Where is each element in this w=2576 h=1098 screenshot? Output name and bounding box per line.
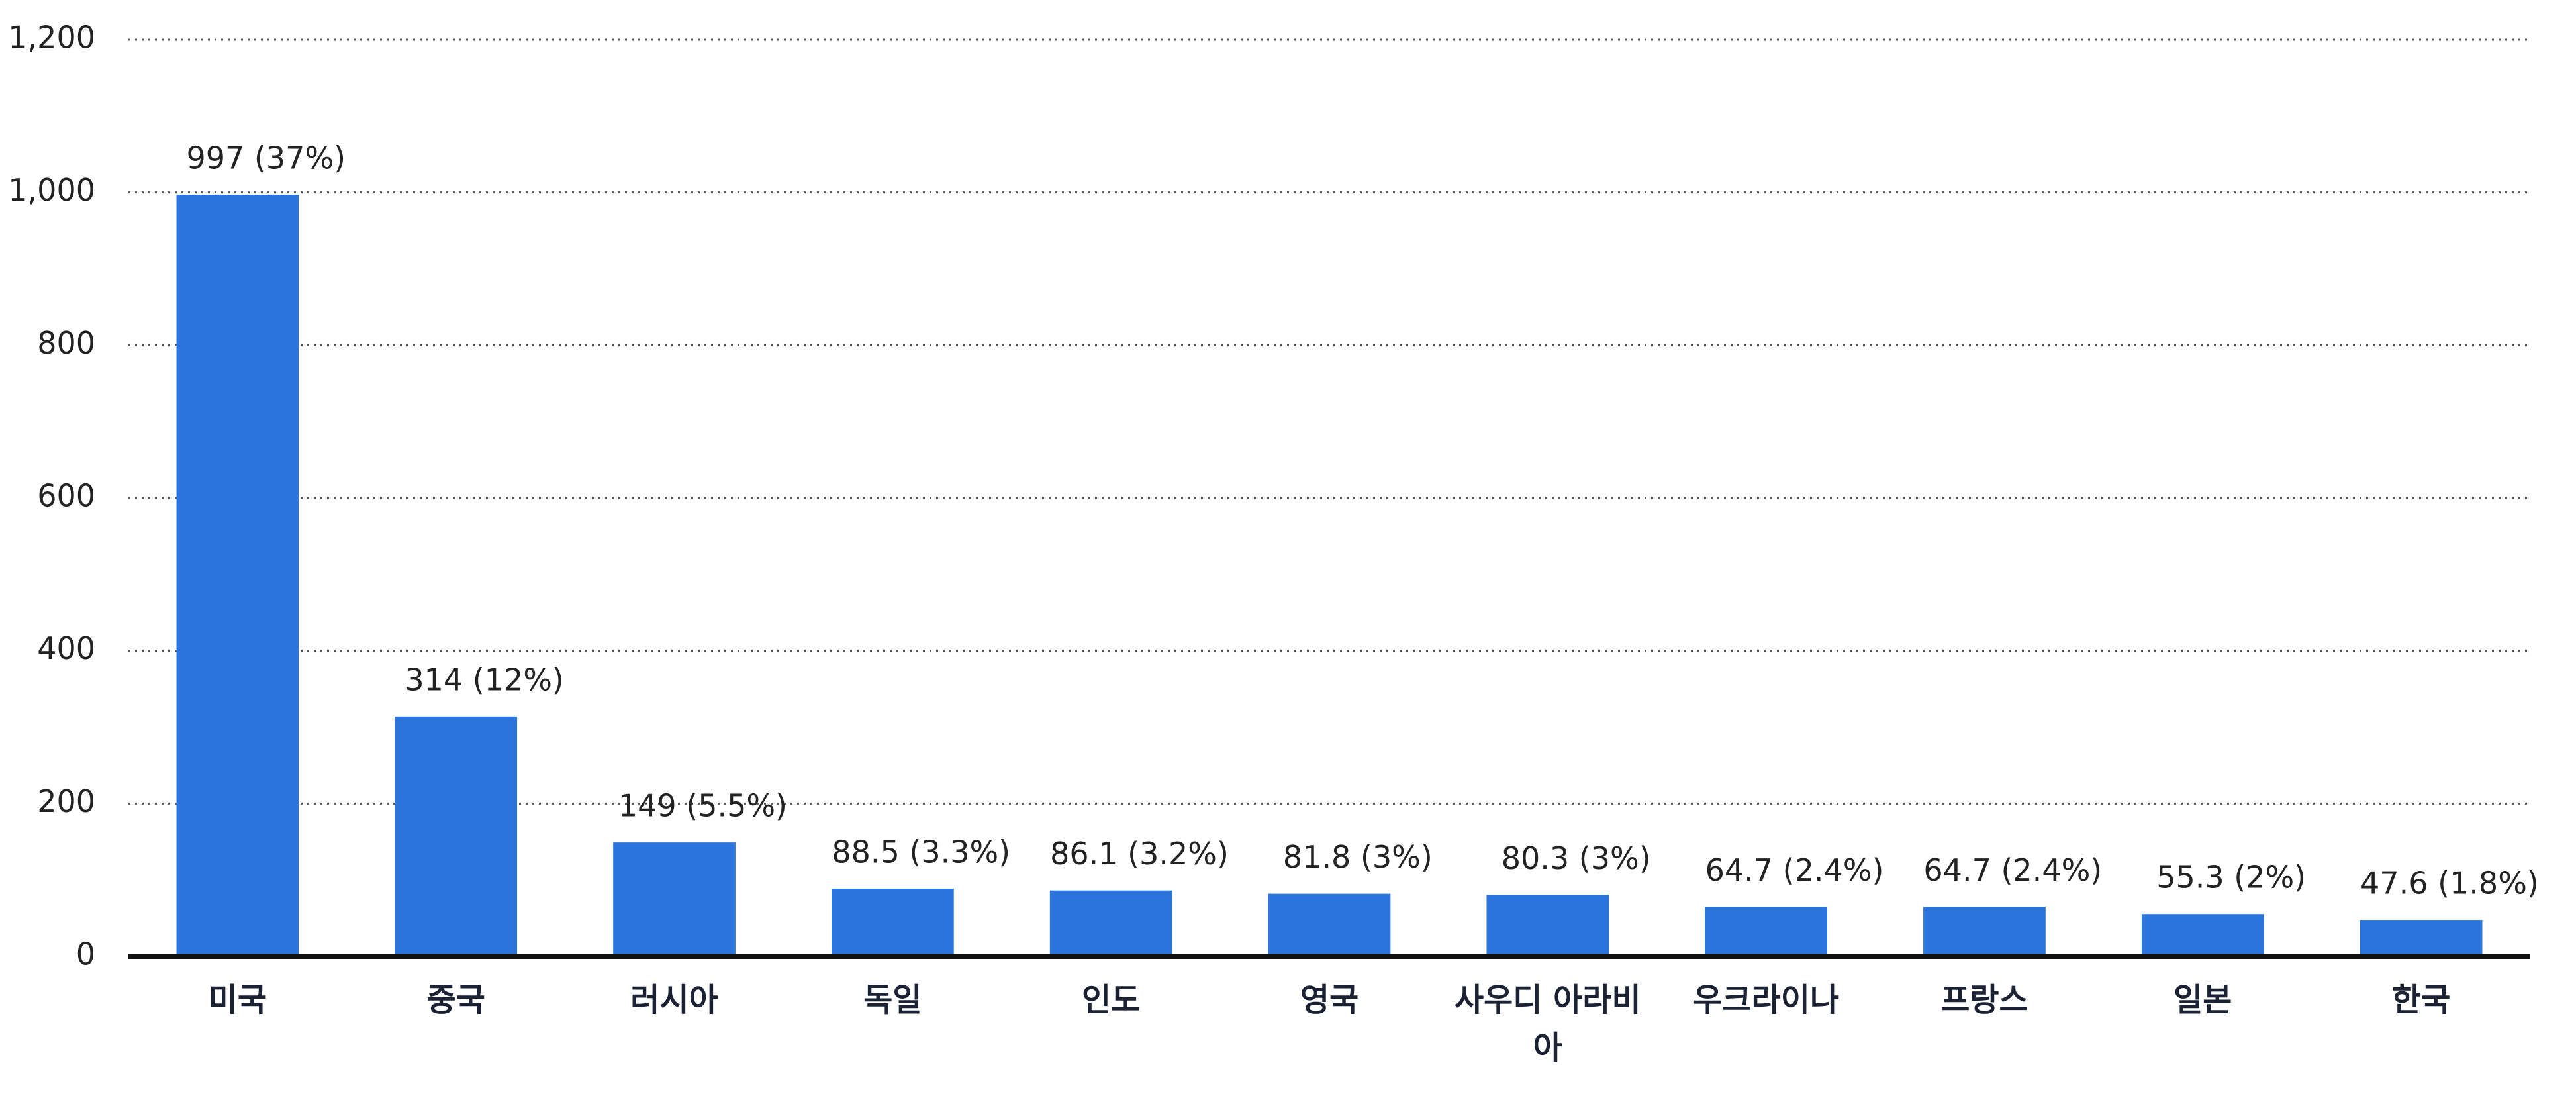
bar xyxy=(1486,895,1609,956)
x-tick-label: 영국 xyxy=(1300,981,1359,1019)
bar xyxy=(1923,907,2046,956)
bar xyxy=(2360,920,2483,956)
x-tick-label: 인도 xyxy=(1082,981,1141,1019)
bar xyxy=(1268,893,1391,956)
value-label: 997 (37%) xyxy=(187,140,346,176)
y-tick-label: 1,000 xyxy=(8,172,95,208)
value-label: 64.7 (2.4%) xyxy=(1923,852,2102,888)
bar xyxy=(395,716,518,956)
x-tick-label: 한국 xyxy=(2391,981,2451,1019)
y-tick-label: 1,200 xyxy=(8,20,95,56)
y-tick-label: 200 xyxy=(37,783,95,819)
value-label: 80.3 (3%) xyxy=(1502,840,1651,876)
x-tick-label: 사우디 아라비아 xyxy=(1454,981,1641,1066)
value-label: 86.1 (3.2%) xyxy=(1050,836,1229,872)
x-tick-label: 중국 xyxy=(426,981,485,1019)
bar xyxy=(1705,907,1827,956)
bar xyxy=(176,195,299,956)
x-tick-label: 일본 xyxy=(2173,981,2232,1019)
x-tick-label: 우크라이나 xyxy=(1693,981,1840,1019)
bar xyxy=(832,888,954,956)
value-label: 81.8 (3%) xyxy=(1283,839,1433,875)
y-tick-label: 0 xyxy=(76,936,95,972)
value-label: 47.6 (1.8%) xyxy=(2360,866,2539,901)
bar xyxy=(1049,890,1172,956)
value-label: 314 (12%) xyxy=(405,662,564,697)
y-tick-label: 600 xyxy=(37,478,95,514)
x-tick-label: 독일 xyxy=(863,981,922,1019)
x-tick-label: 러시아 xyxy=(630,981,718,1019)
x-tick-label: 프랑스 xyxy=(1940,981,2028,1019)
value-label: 88.5 (3.3%) xyxy=(832,834,1010,870)
y-tick-label: 400 xyxy=(37,630,95,666)
x-tick-label: 미국 xyxy=(208,981,267,1019)
value-label: 149 (5.5%) xyxy=(618,788,787,824)
y-tick-label: 800 xyxy=(37,325,95,361)
value-label: 55.3 (2%) xyxy=(2156,860,2306,895)
bar xyxy=(613,842,736,956)
value-label: 64.7 (2.4%) xyxy=(1705,852,1884,888)
bar xyxy=(2141,914,2264,956)
